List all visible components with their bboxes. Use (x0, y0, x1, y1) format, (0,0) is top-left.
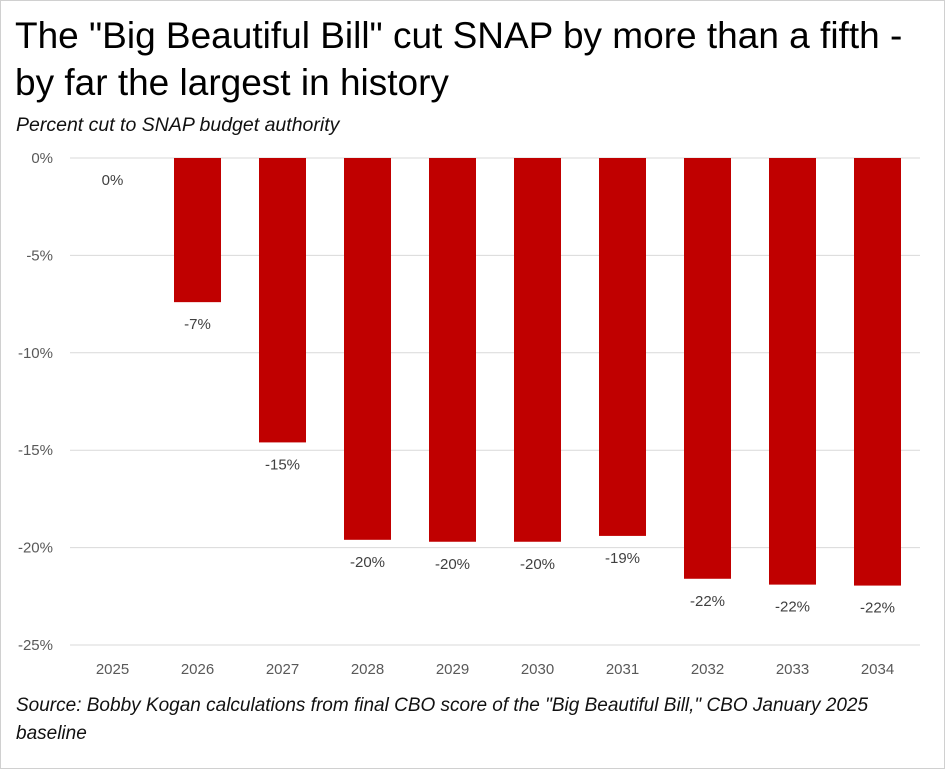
bar (344, 158, 391, 540)
x-tick-label: 2033 (776, 661, 809, 678)
bars (174, 158, 901, 586)
bar (174, 158, 221, 303)
bar (769, 158, 816, 585)
x-tick-label: 2028 (351, 661, 384, 678)
data-label: 0% (102, 172, 124, 189)
data-label: -22% (860, 600, 895, 617)
y-tick-label: -5% (26, 247, 53, 264)
x-tick-label: 2027 (266, 661, 299, 678)
x-tick-label: 2032 (691, 661, 724, 678)
bar (684, 158, 731, 579)
y-tick-label: 0% (31, 150, 53, 167)
bar (514, 158, 561, 542)
x-tick-label: 2031 (606, 661, 639, 678)
data-label: -22% (690, 593, 725, 610)
x-tick-label: 2030 (521, 661, 554, 678)
bar (599, 158, 646, 536)
data-label: -15% (265, 456, 300, 473)
bar (854, 158, 901, 586)
y-tick-label: -20% (18, 540, 53, 557)
x-axis-ticks: 2025 2026 2027 2028 2029 2030 2031 2032 2033 2034 (96, 661, 894, 678)
source-note: Source: Bobby Kogan calculations from fi… (16, 695, 869, 744)
data-label: -20% (520, 556, 555, 573)
data-label: -20% (435, 556, 470, 573)
x-tick-label: 2026 (181, 661, 214, 678)
data-labels: 0% -7% -15% -20% -20% -20% -19% -22% -22% -22% (102, 172, 895, 617)
data-label: -20% (350, 554, 385, 571)
x-tick-label: 2025 (96, 661, 129, 678)
bar (259, 158, 306, 443)
data-label: -22% (775, 599, 810, 616)
y-axis-ticks: 0% -5% -10% -15% -20% -25% (18, 150, 53, 654)
chart-subtitle: Percent cut to SNAP budget authority (16, 114, 340, 136)
y-tick-label: -25% (18, 637, 53, 654)
x-tick-label: 2029 (436, 661, 469, 678)
data-label: -7% (184, 316, 211, 333)
data-label: -19% (605, 550, 640, 567)
bar (429, 158, 476, 542)
chart-title: The "Big Beautiful Bill" cut SNAP by mor… (15, 15, 903, 103)
y-tick-label: -15% (18, 442, 53, 459)
y-tick-label: -10% (18, 345, 53, 362)
x-tick-label: 2034 (861, 661, 894, 678)
